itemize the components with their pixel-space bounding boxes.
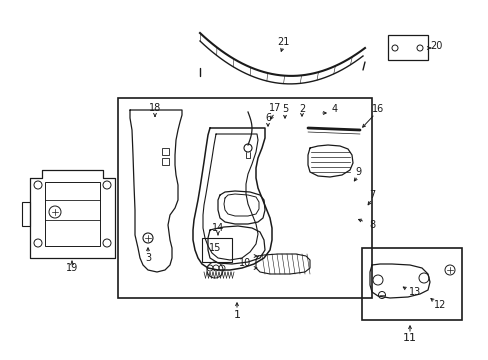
Bar [22, 202, 30, 226]
Bar [202, 238, 231, 262]
Text: 21: 21 [276, 37, 288, 47]
Text: 9: 9 [354, 167, 360, 177]
Bar [118, 98, 371, 298]
Text: 16: 16 [371, 104, 384, 114]
Bar [361, 248, 461, 320]
Text: 15: 15 [208, 243, 221, 253]
Text: 2: 2 [298, 104, 305, 114]
Bar [387, 35, 427, 60]
Text: 1: 1 [233, 310, 240, 320]
Text: 17: 17 [268, 103, 281, 113]
Text: 5: 5 [281, 104, 287, 114]
Text: 7: 7 [368, 190, 374, 200]
Text: 19: 19 [66, 263, 78, 273]
Bar [162, 158, 169, 165]
Text: 10: 10 [238, 258, 251, 268]
Text: 20: 20 [429, 41, 441, 51]
Text: 14: 14 [211, 223, 224, 233]
Text: 3: 3 [144, 253, 151, 263]
Text: 18: 18 [148, 103, 161, 113]
Bar [45, 182, 100, 246]
Text: 11: 11 [402, 333, 416, 343]
Text: 12: 12 [433, 300, 445, 310]
Text: 6: 6 [264, 113, 270, 123]
Text: 8: 8 [368, 220, 374, 230]
Text: 13: 13 [408, 287, 420, 297]
Text: 4: 4 [331, 104, 337, 114]
Bar [162, 148, 169, 155]
